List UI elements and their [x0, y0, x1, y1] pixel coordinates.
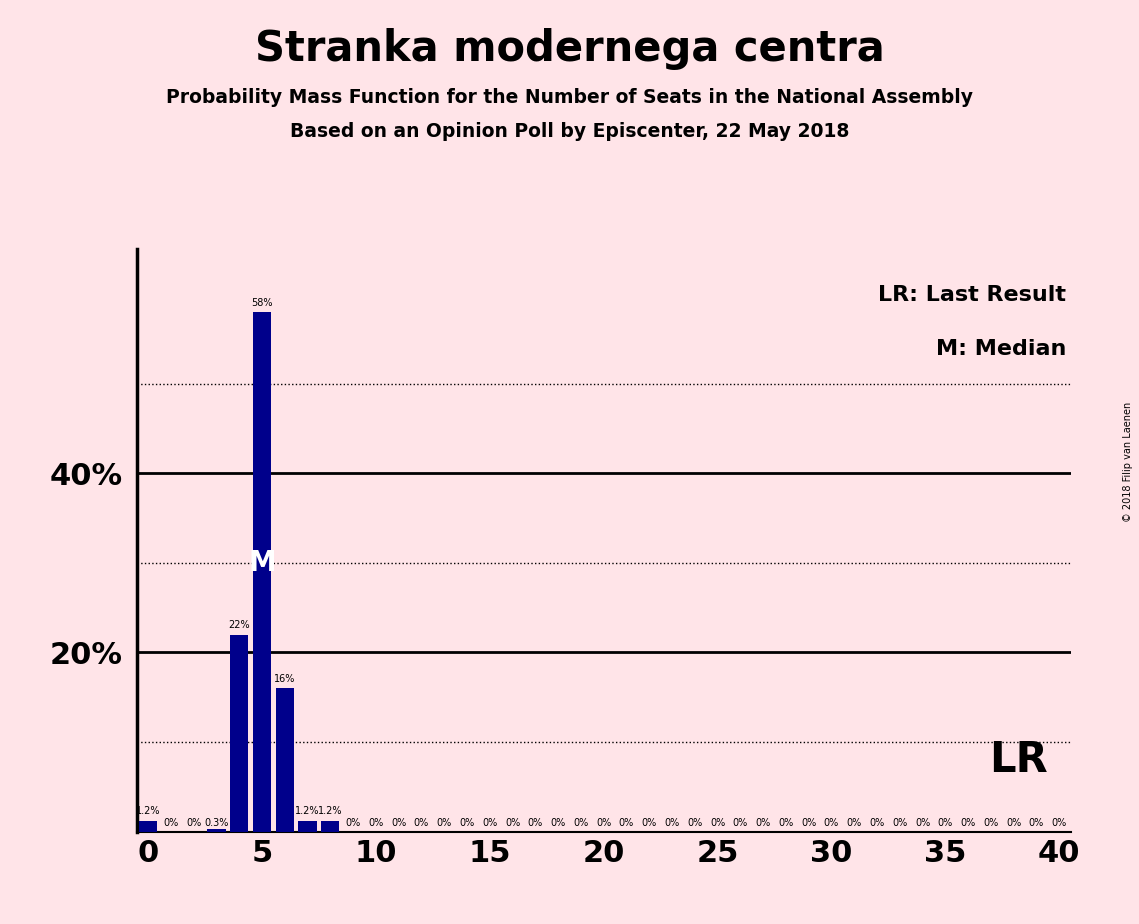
Bar [253, 312, 271, 832]
Text: 0%: 0% [960, 818, 976, 828]
Bar [230, 635, 248, 832]
Text: 0%: 0% [755, 818, 771, 828]
Text: 0%: 0% [778, 818, 794, 828]
Text: 0%: 0% [413, 818, 429, 828]
Text: 0%: 0% [915, 818, 931, 828]
Text: 0%: 0% [550, 818, 566, 828]
Text: © 2018 Filip van Laenen: © 2018 Filip van Laenen [1123, 402, 1133, 522]
Text: 0%: 0% [436, 818, 452, 828]
Text: 0%: 0% [846, 818, 862, 828]
Text: 0%: 0% [391, 818, 407, 828]
Text: M: Median: M: Median [936, 339, 1066, 359]
Text: LR: Last Result: LR: Last Result [878, 286, 1066, 305]
Text: 0%: 0% [459, 818, 475, 828]
Text: 0%: 0% [505, 818, 521, 828]
Text: Stranka modernega centra: Stranka modernega centra [255, 28, 884, 69]
Text: 0%: 0% [1006, 818, 1022, 828]
Text: LR: LR [989, 739, 1048, 781]
Bar [276, 688, 294, 832]
Text: 0.3%: 0.3% [204, 818, 229, 828]
Bar [207, 829, 226, 832]
Text: 1.2%: 1.2% [136, 807, 161, 817]
Text: 0%: 0% [573, 818, 589, 828]
Text: 0%: 0% [345, 818, 361, 828]
Text: 1.2%: 1.2% [318, 807, 343, 817]
Bar [298, 821, 317, 832]
Text: 0%: 0% [823, 818, 839, 828]
Text: 0%: 0% [618, 818, 634, 828]
Text: 0%: 0% [937, 818, 953, 828]
Text: 0%: 0% [1051, 818, 1067, 828]
Text: 0%: 0% [1029, 818, 1044, 828]
Text: 0%: 0% [163, 818, 179, 828]
Text: Based on an Opinion Poll by Episcenter, 22 May 2018: Based on an Opinion Poll by Episcenter, … [289, 122, 850, 141]
Text: 0%: 0% [527, 818, 543, 828]
Bar [321, 821, 339, 832]
Text: 16%: 16% [274, 674, 295, 684]
Text: 0%: 0% [869, 818, 885, 828]
Text: 0%: 0% [664, 818, 680, 828]
Text: 0%: 0% [186, 818, 202, 828]
Text: Probability Mass Function for the Number of Seats in the National Assembly: Probability Mass Function for the Number… [166, 88, 973, 107]
Bar [139, 821, 157, 832]
Text: 58%: 58% [252, 298, 272, 308]
Text: 0%: 0% [983, 818, 999, 828]
Text: 1.2%: 1.2% [295, 807, 320, 817]
Text: 0%: 0% [368, 818, 384, 828]
Text: 0%: 0% [892, 818, 908, 828]
Text: 22%: 22% [229, 620, 249, 630]
Text: 0%: 0% [801, 818, 817, 828]
Text: 0%: 0% [596, 818, 612, 828]
Text: 0%: 0% [641, 818, 657, 828]
Text: 0%: 0% [482, 818, 498, 828]
Text: 0%: 0% [732, 818, 748, 828]
Text: M: M [248, 549, 276, 577]
Text: 0%: 0% [710, 818, 726, 828]
Text: 0%: 0% [687, 818, 703, 828]
